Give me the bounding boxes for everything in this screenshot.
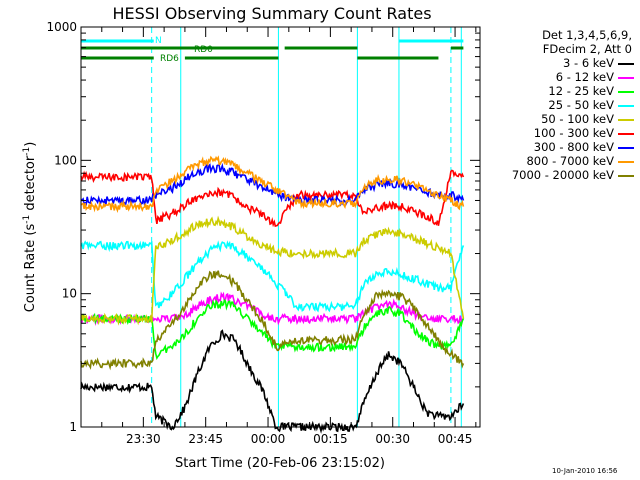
timestamp-footnote: 10-Jan-2010 16:56 bbox=[552, 467, 618, 475]
series-line-25-50-kev bbox=[80, 240, 465, 313]
y-tick-label: 1 bbox=[69, 420, 77, 434]
series-line-3-6-kev bbox=[80, 329, 465, 434]
y-axis-label: Count Rate (s-1 detector-1) bbox=[22, 142, 38, 313]
legend-swatch bbox=[618, 119, 634, 121]
legend-item: 3 - 6 keV bbox=[482, 56, 640, 70]
flag-label-n: N bbox=[155, 36, 162, 46]
series-line-100-300-kev bbox=[80, 169, 465, 228]
legend-item: 12 - 25 keV bbox=[482, 84, 640, 98]
legend-header-detectors: Det 1,3,4,5,6,9, bbox=[542, 28, 632, 42]
series-line-50-100-kev bbox=[80, 215, 465, 326]
y-tick-label: 10 bbox=[62, 287, 77, 301]
y-tick-label: 100 bbox=[54, 153, 77, 167]
series-line-12-25-kev bbox=[80, 298, 465, 361]
legend-label: 7000 - 20000 keV bbox=[511, 168, 614, 182]
axes: 1 10 100 1000 23:30 23:45 00:00 00:15 00:30 00:45 bbox=[46, 20, 480, 446]
legend-label: 300 - 800 keV bbox=[533, 140, 614, 154]
legend-swatch bbox=[618, 175, 634, 177]
x-axis-label: Start Time (20-Feb-06 23:15:02) bbox=[175, 456, 385, 471]
legend-swatch bbox=[618, 63, 634, 65]
legend-item: 6 - 12 keV bbox=[482, 70, 640, 84]
legend-label: 25 - 50 keV bbox=[548, 98, 614, 112]
flag-label-rd6: RD6 bbox=[160, 54, 179, 64]
plot-frame bbox=[80, 26, 481, 428]
legend-swatch bbox=[618, 105, 634, 107]
legend-label: 6 - 12 keV bbox=[555, 70, 614, 84]
legend-item: 7000 - 20000 keV bbox=[482, 168, 640, 182]
x-tick-label: 00:30 bbox=[375, 432, 410, 446]
legend-item: 800 - 7000 keV bbox=[482, 154, 640, 168]
flag-bars: N RD0 RD6 bbox=[81, 36, 464, 64]
legend-label: 3 - 6 keV bbox=[563, 56, 614, 70]
legend-item: 100 - 300 keV bbox=[482, 126, 640, 140]
legend-swatch bbox=[618, 147, 634, 149]
legend-header-settings: FDecim 2, Att 0 bbox=[542, 42, 632, 56]
chart-title: HESSI Observing Summary Count Rates bbox=[112, 4, 431, 23]
series-line-7000-20000-kev bbox=[80, 270, 465, 371]
legend-label: 50 - 100 keV bbox=[541, 112, 614, 126]
flag-label-rd0: RD0 bbox=[194, 45, 213, 55]
x-tick-label: 23:30 bbox=[126, 432, 161, 446]
y-tick-label: 1000 bbox=[46, 20, 77, 34]
x-tick-label: 23:45 bbox=[188, 432, 223, 446]
legend-label: 12 - 25 keV bbox=[548, 84, 614, 98]
legend-item: 300 - 800 keV bbox=[482, 140, 640, 154]
x-tick-label: 00:00 bbox=[251, 432, 286, 446]
legend-swatch bbox=[618, 133, 634, 135]
legend-label: 100 - 300 keV bbox=[533, 126, 614, 140]
series-lines bbox=[80, 155, 465, 434]
legend-item: 25 - 50 keV bbox=[482, 98, 640, 112]
x-tick-label: 00:15 bbox=[313, 432, 348, 446]
legend-label: 800 - 7000 keV bbox=[526, 154, 614, 168]
legend-swatch bbox=[618, 91, 634, 93]
legend-swatch bbox=[618, 77, 634, 79]
legend-item: 50 - 100 keV bbox=[482, 112, 640, 126]
legend-swatch bbox=[618, 161, 634, 163]
x-tick-label: 00:45 bbox=[438, 432, 473, 446]
series-line-800-7000-kev bbox=[80, 155, 465, 214]
